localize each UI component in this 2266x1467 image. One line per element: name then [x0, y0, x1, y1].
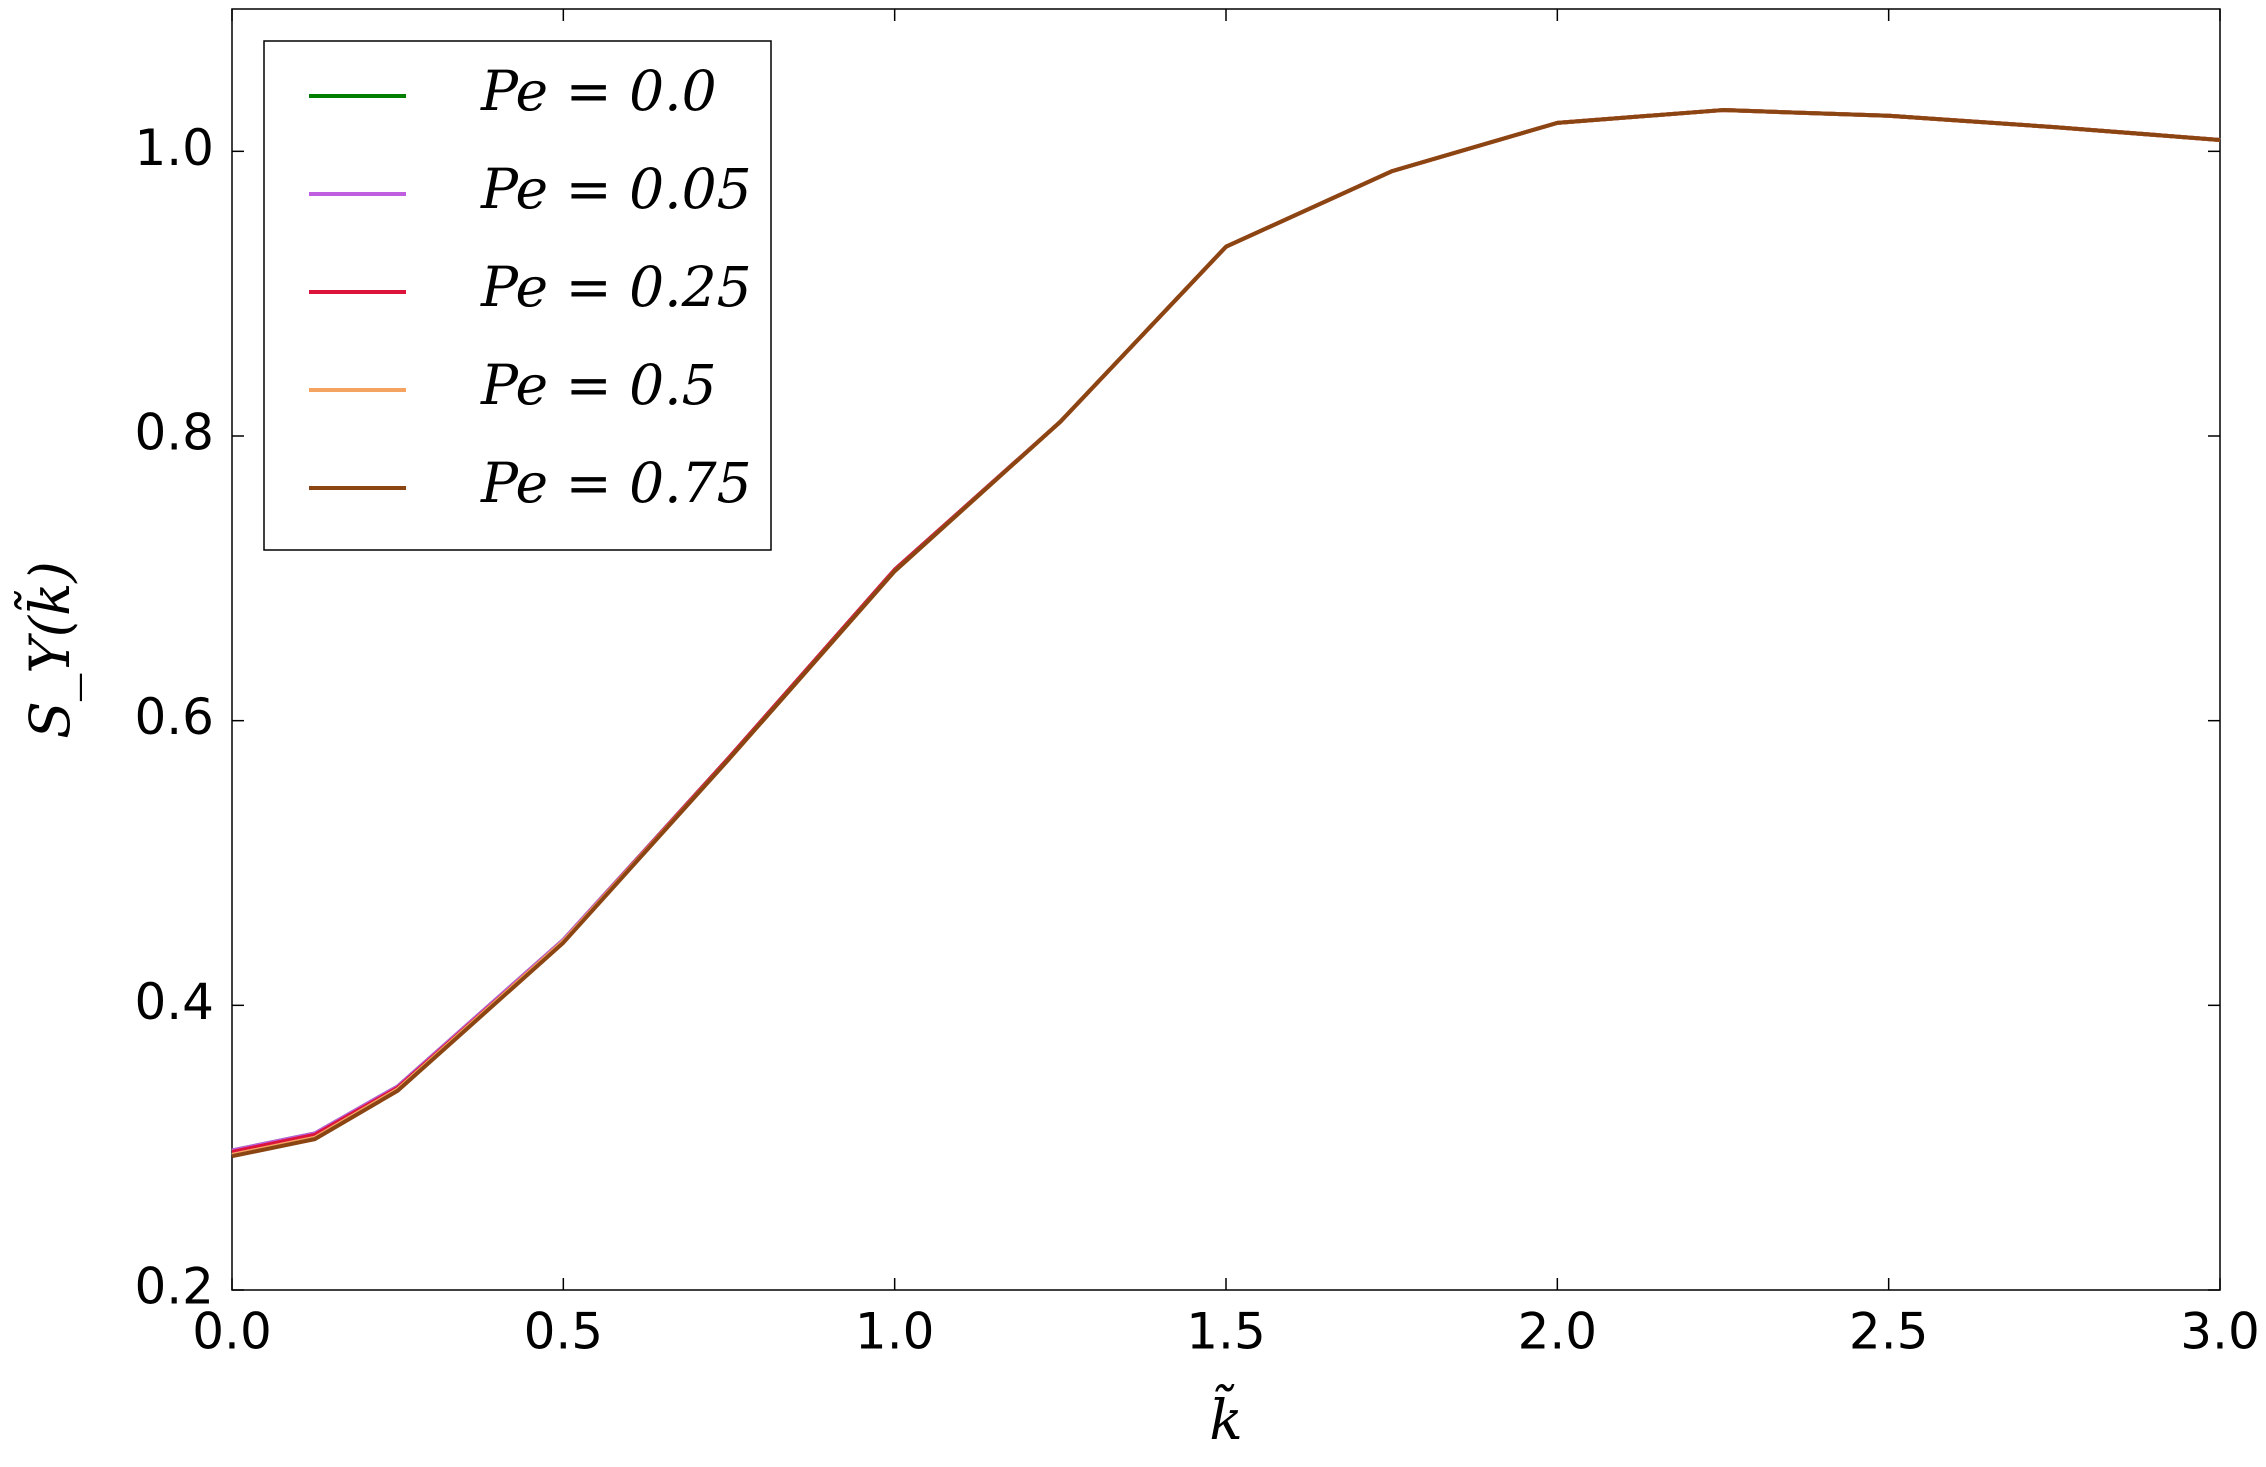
x-tick-label: 0.5	[524, 1303, 604, 1361]
legend-label: Pe = 0.05	[480, 157, 752, 221]
y-tick-label: 0.4	[134, 973, 214, 1031]
x-axis-label: k̃	[1209, 1384, 1242, 1452]
legend-label: Pe = 0.0	[480, 59, 717, 123]
x-tick-label: 2.0	[1518, 1303, 1598, 1361]
y-tick-label: 0.2	[134, 1258, 214, 1316]
x-tick-label: 1.0	[855, 1303, 935, 1361]
legend-label: Pe = 0.25	[480, 255, 752, 319]
x-tick-label: 0.0	[192, 1303, 272, 1361]
legend-box	[263, 40, 772, 551]
x-tick-label: 2.5	[1849, 1303, 1929, 1361]
x-tick-label: 3.0	[2180, 1303, 2260, 1361]
legend-label: Pe = 0.5	[480, 353, 717, 417]
y-tick-label: 1.0	[134, 119, 214, 177]
y-tick-label: 0.8	[134, 404, 214, 462]
y-tick-label: 0.6	[134, 688, 214, 746]
legend-label: Pe = 0.75	[480, 451, 752, 515]
x-tick-label: 1.5	[1186, 1303, 1266, 1361]
series-line	[231, 108, 2221, 1159]
y-axis-label: S_Y(k̃)	[14, 561, 82, 739]
